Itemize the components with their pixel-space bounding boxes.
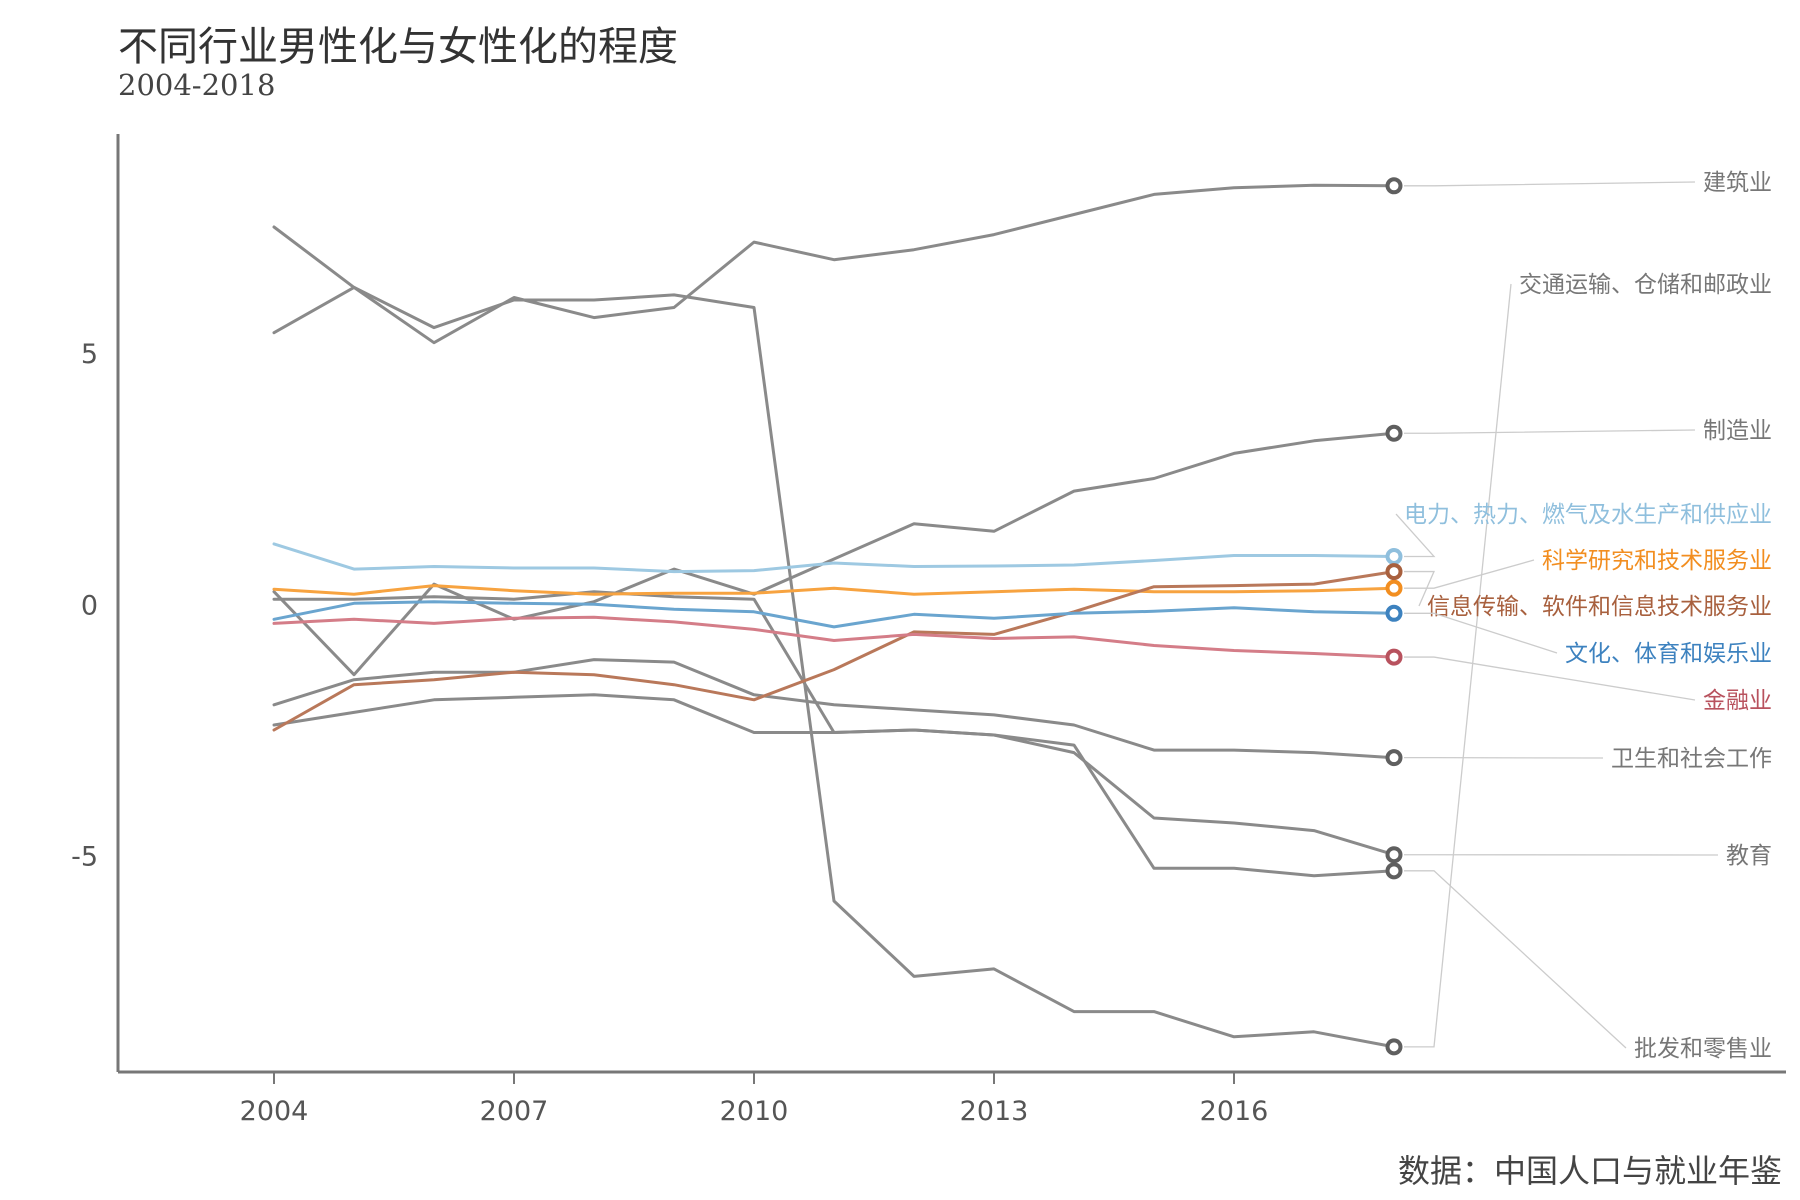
label-leader-line [1404, 181, 1696, 187]
series-endpoint [1385, 424, 1403, 442]
y-tick-label: 5 [81, 339, 98, 370]
series-endpoint [1385, 547, 1403, 565]
x-tick-label: 2007 [480, 1096, 549, 1127]
label-leader-line [1404, 283, 1512, 1048]
y-tick-label: -5 [71, 842, 98, 873]
series-endpoint [1385, 648, 1403, 666]
series-label: 科学研究和技术服务业 [1542, 548, 1772, 574]
series-line [272, 542, 1396, 574]
series-line [272, 615, 1396, 659]
y-tick-label: 0 [81, 590, 98, 621]
x-tick-label: 2010 [720, 1096, 789, 1127]
series-line [272, 658, 1396, 760]
series-line [272, 584, 1396, 596]
series-line [272, 431, 1396, 677]
label-leader-line [1404, 656, 1696, 701]
series-label: 卫生和社会工作 [1611, 746, 1772, 772]
series-label: 信息传输、软件和信息技术服务业 [1427, 594, 1772, 620]
series-endpoint [1385, 563, 1403, 581]
series-line [272, 600, 1396, 629]
label-leader-line [1404, 870, 1627, 1049]
series-label: 电力、热力、燃气及水生产和供应业 [1404, 502, 1772, 528]
label-leader-line [1395, 513, 1436, 558]
x-tick-label: 2013 [960, 1096, 1029, 1127]
series-line [272, 570, 1396, 732]
x-tick-label: 2004 [240, 1096, 309, 1127]
label-leader-line [1404, 429, 1696, 434]
series-line [272, 590, 1396, 857]
label-leader-line [1404, 612, 1558, 654]
series-label: 交通运输、仓储和邮政业 [1519, 272, 1772, 298]
series-label: 金融业 [1703, 688, 1772, 714]
series-endpoint [1385, 177, 1403, 195]
series-label: 建筑业 [1703, 170, 1772, 196]
series-endpoint [1385, 579, 1403, 597]
series-label: 制造业 [1703, 418, 1772, 444]
chart-title: 不同行业男性化与女性化的程度 [118, 24, 678, 70]
chart-subtitle: 2004-2018 [118, 68, 276, 102]
label-leader-line [1404, 570, 1435, 607]
series-line [272, 693, 1396, 878]
series-label: 教育 [1726, 843, 1772, 869]
series-endpoint [1385, 749, 1403, 767]
series-endpoint [1385, 846, 1403, 864]
series-label: 批发和零售业 [1634, 1036, 1772, 1062]
series-endpoint [1385, 1038, 1403, 1056]
label-leader-line [1404, 559, 1535, 589]
series-line [272, 183, 1396, 345]
series-label: 文化、体育和娱乐业 [1565, 641, 1772, 667]
series-endpoint [1385, 604, 1403, 622]
series-line [272, 225, 1396, 1049]
data-source: 数据：中国人口与就业年鉴 [1397, 1152, 1782, 1190]
series-endpoint [1385, 862, 1403, 880]
x-tick-label: 2016 [1200, 1096, 1269, 1127]
